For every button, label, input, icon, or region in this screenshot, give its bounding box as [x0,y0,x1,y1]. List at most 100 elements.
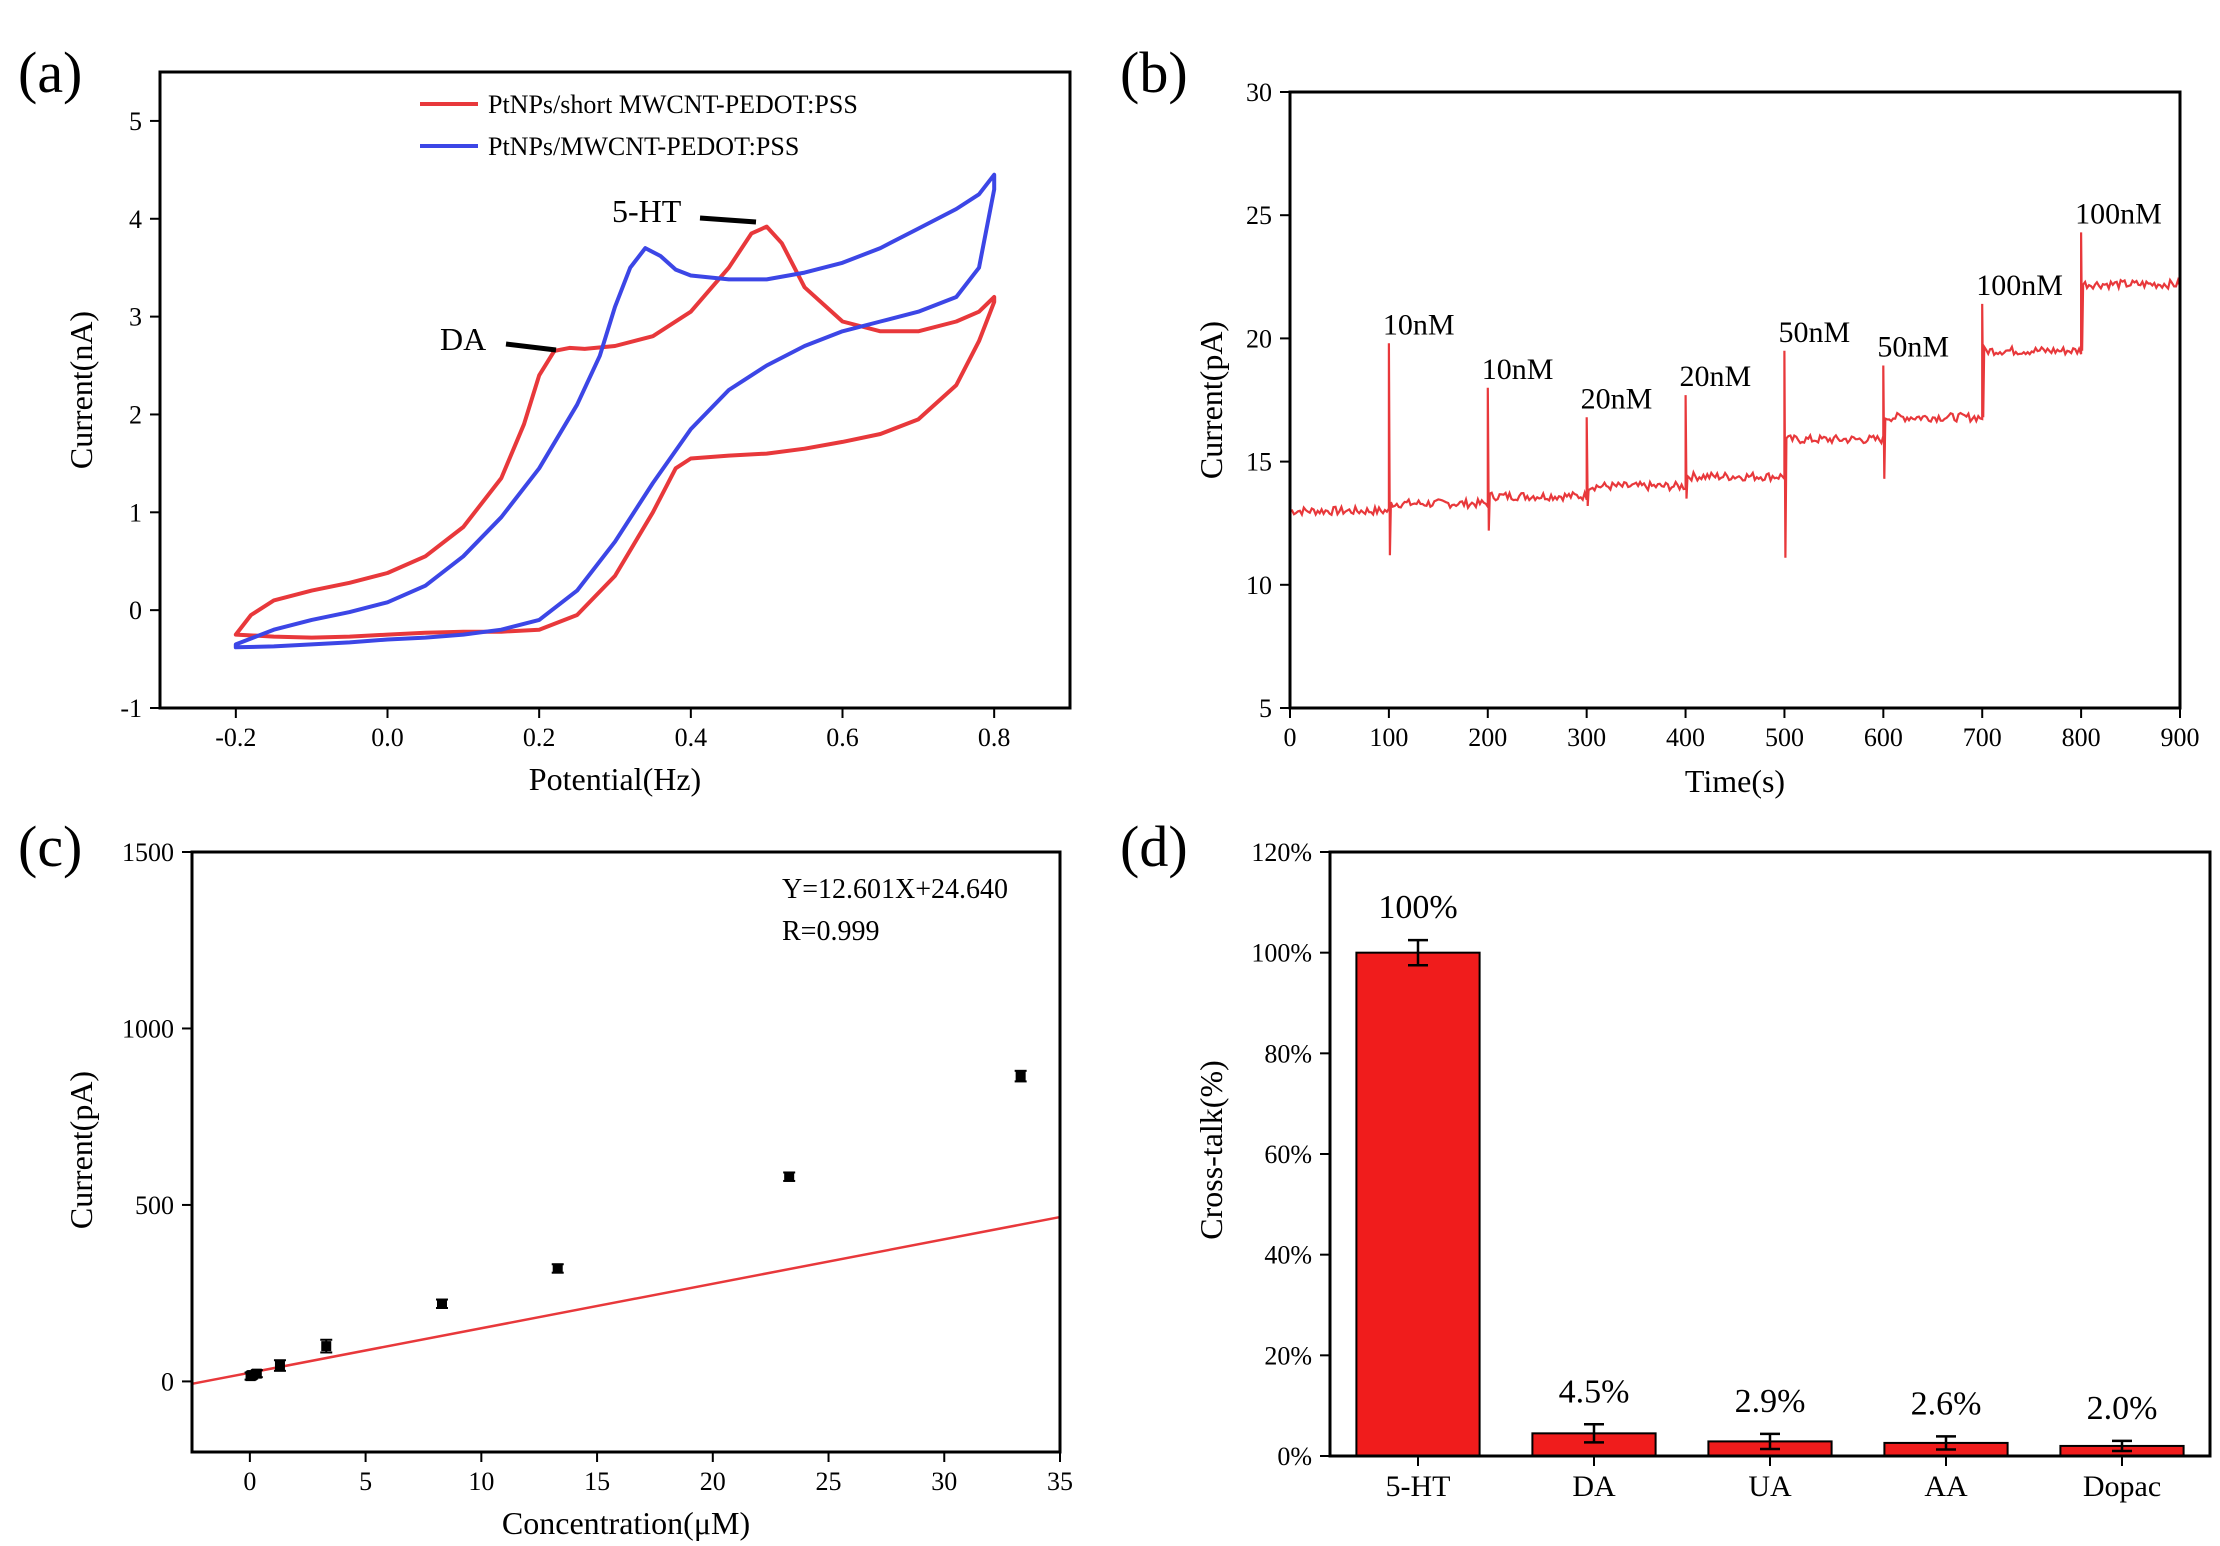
d-ytick-label: 20% [1264,1341,1312,1370]
d-ytick-label: 80% [1264,1039,1312,1068]
b-xtick-label: 900 [2161,723,2200,752]
panel-d-frame [1328,850,2212,1458]
annotation-da-text: DA [440,321,486,357]
panel-c: (c) 0 5 10 15 20 25 30 35 0 500 1000 1500 Y=12.601X… [18,814,1073,1541]
panel-b-ylabel: Current(pA) [1193,321,1229,479]
panel-c-ylabel: Current(pA) [63,1071,99,1229]
step-label-1: 10nM [1383,308,1455,341]
panel-a-label: (a) [18,40,82,105]
a-ytick-label: 5 [129,107,142,136]
legend-a-label-1: PtNPs/short MWCNT-PEDOT:PSS [488,90,858,119]
data-point [784,1171,795,1182]
b-xtick-label: 700 [1963,723,2002,752]
c-ytick-label: 0 [161,1367,174,1396]
bar-value-label: 100% [1378,889,1457,926]
b-ytick-label: 25 [1246,201,1272,230]
bar-value-label: 4.5% [1559,1373,1630,1410]
b-ytick-label: 15 [1246,448,1272,477]
annotation-5ht: 5-HT [612,193,757,229]
category-label: UA [1748,1470,1792,1503]
c-xtick-label: 5 [359,1467,372,1496]
annotation-5ht-leader [699,215,757,225]
d-ytick-label: 40% [1264,1241,1312,1270]
a-ytick-label: 3 [129,303,142,332]
panel-d-label: (d) [1120,814,1188,879]
panel-d: (d) 0% 20% 40% 60% 80% 100% 120% 100% 5-HT 4.5% DA… [1120,814,2212,1503]
a-ytick-label: 2 [129,400,142,429]
cv-curve-1 [233,224,997,640]
b-ytick-label: 20 [1246,324,1272,353]
panel-a-xlabel: Potential(Hz) [529,761,701,797]
a-xtick-label: -0.2 [215,723,256,752]
legend-a: PtNPs/short MWCNT-PEDOT:PSS PtNPs/MWCNT-… [420,90,858,161]
bar-value-label: 2.9% [1735,1383,1806,1420]
c-xtick-label: 10 [468,1467,494,1496]
category-label: AA [1924,1470,1968,1503]
a-ytick-label: -1 [120,694,142,723]
a-ytick-label: 4 [129,205,142,234]
annotation-5ht-text: 5-HT [612,193,682,229]
step-label-7: 100nM [1976,269,2063,302]
annotation-da: DA [440,321,557,357]
panel-a: (a) -0.2 0.0 0.2 0.4 0.6 0.8 -1 0 1 2 3 4 5 PtNPs/sh… [18,40,1072,797]
c-xtick-label: 0 [243,1467,256,1496]
a-ytick-label: 1 [129,498,142,527]
c-ytick-label: 1500 [122,838,174,867]
b-xtick-label: 200 [1468,723,1507,752]
step-label-3: 20nM [1581,382,1653,415]
step-label-4: 20nM [1680,360,1752,393]
d-ytick-label: 0% [1277,1442,1312,1471]
step-label-6: 50nM [1877,331,1949,364]
c-xtick-label: 25 [816,1467,842,1496]
b-ytick-label: 5 [1259,694,1272,723]
bar-value-label: 2.6% [1911,1385,1982,1422]
data-point [274,1360,285,1371]
panel-c-frame [190,850,1062,1454]
c-xtick-label: 15 [584,1467,610,1496]
data-point [251,1368,262,1379]
b-xtick-label: 100 [1369,723,1408,752]
panel-d-ylabel: Cross-talk(%) [1193,1060,1229,1240]
c-xtick-label: 20 [700,1467,726,1496]
panel-b: (b) 0 100 200 300 400 500 600 700 800 900 5 10 15 20 2… [1120,40,2200,799]
data-point [321,1341,332,1352]
b-ytick-label: 30 [1246,78,1272,107]
a-xtick-label: 0.8 [978,723,1011,752]
panel-b-frame [1288,90,2182,710]
b-xtick-label: 0 [1284,723,1297,752]
c-ytick-label: 1000 [122,1014,174,1043]
a-xtick-label: 0.0 [371,723,404,752]
d-ytick-label: 60% [1264,1140,1312,1169]
category-label: Dopac [2083,1470,2161,1503]
b-xtick-label: 300 [1567,723,1606,752]
step-label-8: 100nM [2075,198,2162,231]
d-ytick-label: 120% [1251,838,1312,867]
r-annotation: R=0.999 [782,916,879,947]
cv-curve-2 [233,172,997,650]
a-ytick-label: 0 [129,596,142,625]
bar-value-label: 2.0% [2087,1390,2158,1427]
category-label: 5-HT [1386,1470,1451,1503]
a-xtick-label: 0.4 [675,723,708,752]
a-xtick-label: 0.2 [523,723,556,752]
fit-line [191,1215,1061,1386]
b-xtick-label: 500 [1765,723,1804,752]
d-ytick-label: 100% [1251,939,1312,968]
legend-a-label-2: PtNPs/MWCNT-PEDOT:PSS [488,132,799,161]
annotation-da-leader [505,341,557,353]
a-xtick-label: 0.6 [826,723,859,752]
b-xtick-label: 600 [1864,723,1903,752]
panel-b-xlabel: Time(s) [1685,763,1785,799]
c-xtick-label: 35 [1047,1467,1073,1496]
c-ytick-label: 500 [135,1191,174,1220]
panel-c-xlabel: Concentration(μM) [502,1505,750,1541]
data-point [1015,1071,1026,1082]
panel-a-ylabel: Current(nA) [63,311,99,469]
b-ytick-label: 10 [1246,571,1272,600]
panel-a-frame [158,70,1072,710]
data-point [436,1298,447,1309]
panel-b-label: (b) [1120,40,1188,105]
step-label-5: 50nM [1778,316,1850,349]
amperometric-trace [1289,232,2182,558]
